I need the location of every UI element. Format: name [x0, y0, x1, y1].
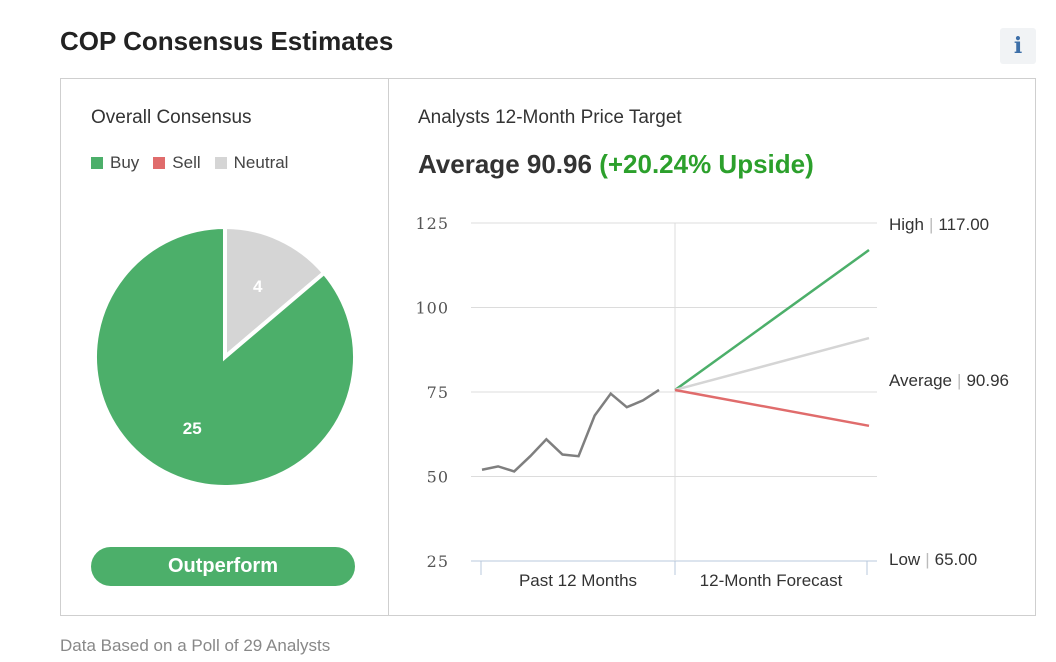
- price-target-chart: High | 117.00 Average | 90.96 Low | 65.00 1251…: [415, 214, 1009, 590]
- y-tick-label: 75: [427, 383, 449, 402]
- low-label: Low | 65.00: [889, 550, 977, 569]
- panel-divider: [388, 79, 389, 615]
- legend-item-sell: Sell: [153, 153, 201, 173]
- low-sep: |: [925, 550, 929, 569]
- average-label-text: Average: [889, 371, 952, 390]
- info-icon[interactable]: i: [1000, 28, 1036, 64]
- high-label-text: High: [889, 215, 924, 234]
- legend-swatch-sell: [153, 157, 166, 169]
- y-tick-label: 25: [427, 552, 449, 571]
- average-target: Average 90.96 (+20.24% Upside): [418, 149, 814, 180]
- x-label-forecast: 12-Month Forecast: [700, 571, 843, 590]
- y-tick-label: 100: [415, 299, 449, 318]
- average-value: 90.96: [966, 371, 1009, 390]
- high-value: 117.00: [938, 215, 989, 234]
- consensus-pie-chart: 4 25: [93, 224, 357, 489]
- forecast-line-low: [674, 388, 870, 428]
- forecast-line-high: [674, 249, 870, 391]
- forecast-line-average: [674, 336, 870, 392]
- price-target-heading: Analysts 12-Month Price Target: [418, 107, 682, 128]
- y-tick-label: 125: [415, 214, 449, 233]
- outperform-rating-button[interactable]: Outperform: [91, 547, 355, 586]
- high-label: High | 117.00: [889, 215, 989, 234]
- low-value: 65.00: [935, 550, 978, 569]
- pie-label-neutral: 4: [253, 277, 263, 296]
- y-tick-label: 50: [427, 468, 449, 487]
- high-sep: |: [929, 215, 933, 234]
- x-label-past: Past 12 Months: [519, 571, 637, 590]
- past-price-line: [481, 388, 660, 473]
- legend-swatch-neutral: [214, 157, 227, 169]
- pie-legend: Buy Sell Neutral: [91, 153, 288, 173]
- legend-label-sell: Sell: [172, 153, 201, 172]
- legend-item-buy: Buy: [91, 153, 139, 173]
- average-label: Average | 90.96: [889, 371, 1009, 390]
- pie-label-buy: 25: [183, 419, 202, 438]
- analyst-poll-note: Data Based on a Poll of 29 Analysts: [60, 636, 331, 655]
- low-label-text: Low: [889, 550, 921, 569]
- average-sep: |: [957, 371, 961, 390]
- pie-slice-buy: [93, 224, 357, 489]
- legend-label-neutral: Neutral: [233, 153, 289, 172]
- pie-slice-neutral: [223, 224, 327, 362]
- consensus-panel: Overall Consensus Buy Sell Neutral 4 25 O…: [60, 78, 1036, 616]
- legend-item-neutral: Neutral: [214, 153, 289, 173]
- legend-swatch-buy: [91, 157, 103, 169]
- upside-percent: (+20.24% Upside): [599, 149, 814, 179]
- page-title: COP Consensus Estimates: [60, 26, 394, 56]
- legend-label-buy: Buy: [110, 153, 140, 172]
- overall-consensus-heading: Overall Consensus: [91, 107, 252, 128]
- average-target-value: Average 90.96: [418, 149, 592, 179]
